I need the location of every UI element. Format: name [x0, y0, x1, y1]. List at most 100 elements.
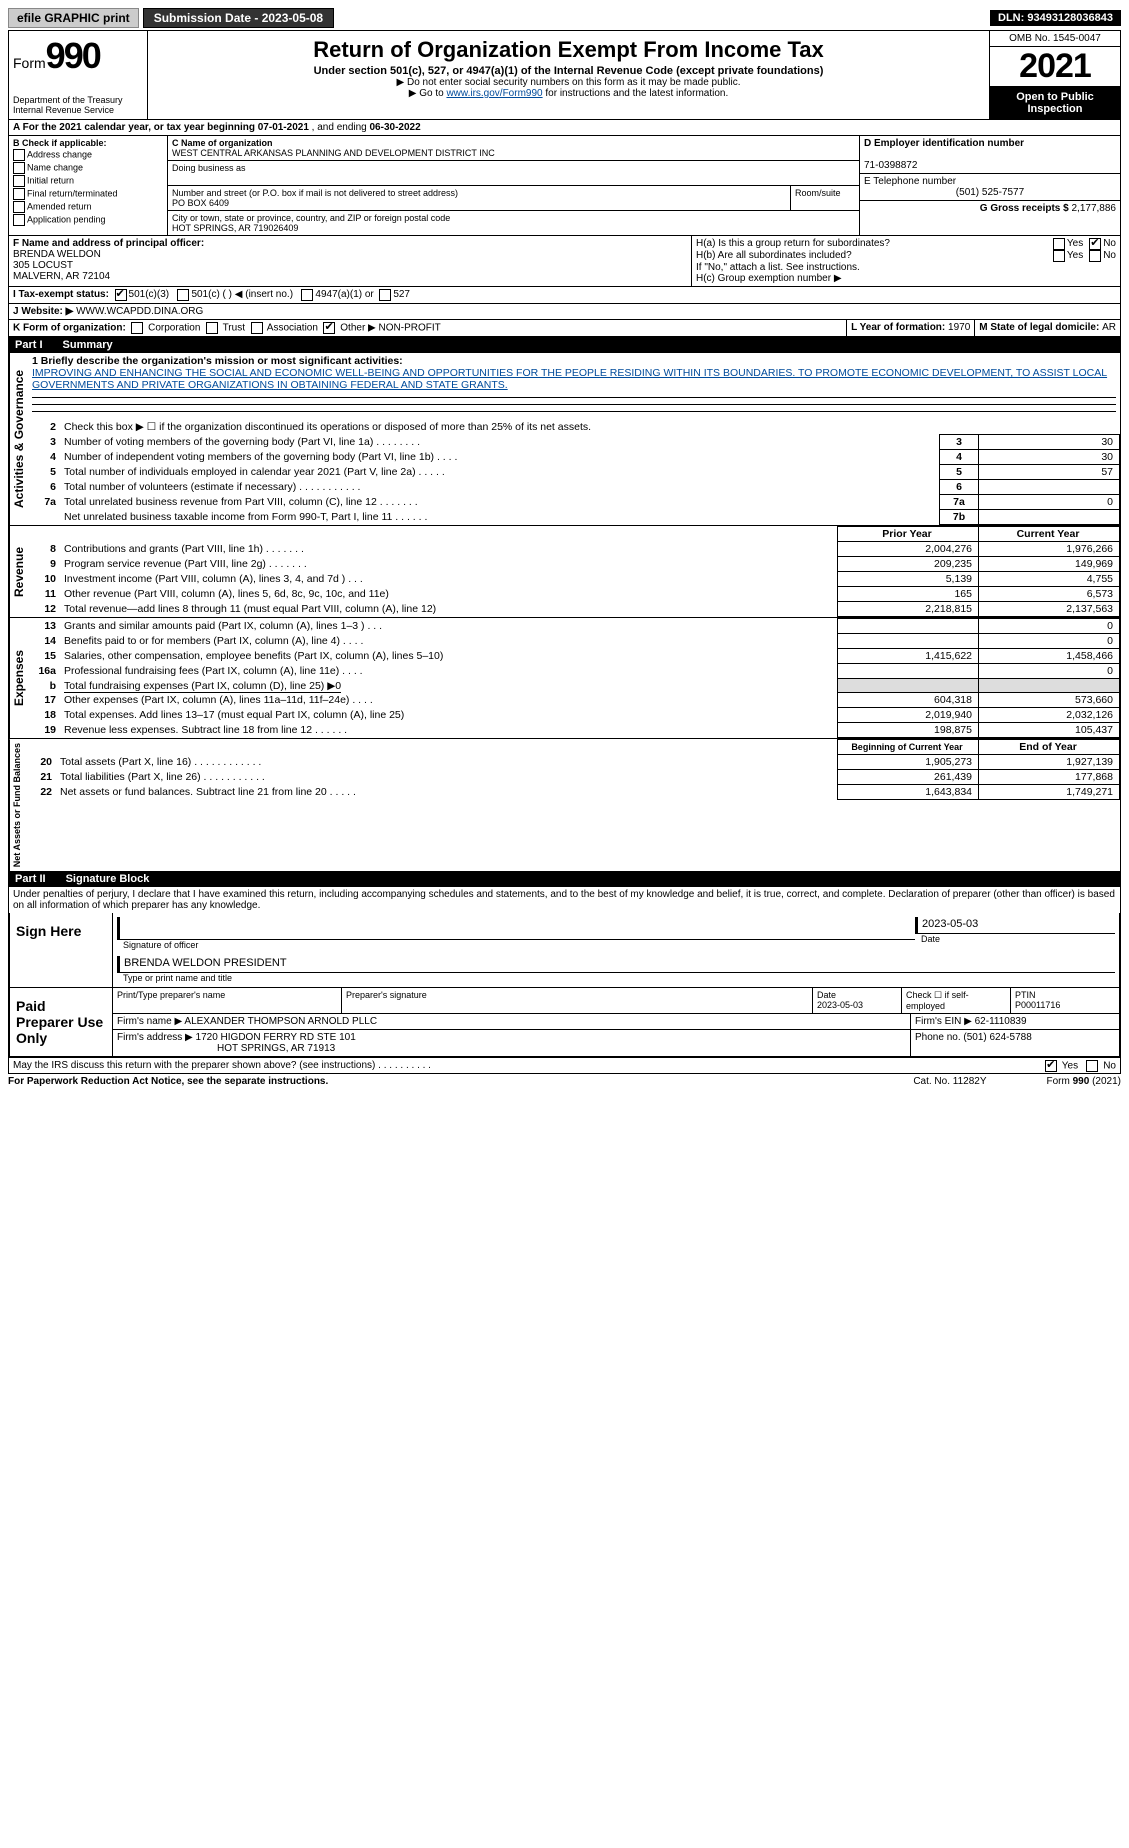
sig-date-label: Date [915, 934, 1115, 944]
period-end: 06-30-2022 [370, 122, 421, 133]
b5: 5 [940, 465, 979, 480]
state-domicile: AR [1102, 322, 1116, 333]
top-bar: efile GRAPHIC print Submission Date - 20… [8, 8, 1121, 28]
checkbox-final[interactable] [13, 188, 25, 200]
year-formation: 1970 [948, 322, 970, 333]
np21: 261,439 [838, 770, 979, 785]
k-trust-checkbox[interactable] [206, 322, 218, 334]
part2-header: Part II Signature Block [9, 871, 1120, 887]
checkbox-pending[interactable] [13, 214, 25, 226]
ep14 [838, 634, 979, 649]
k-other: Other ▶ [340, 323, 375, 334]
rc11: 6,573 [979, 587, 1120, 602]
en18: 18 [28, 708, 60, 723]
en13: 13 [28, 619, 60, 634]
ec16b [979, 679, 1120, 693]
checkbox-initial[interactable] [13, 175, 25, 187]
np22: 1,643,834 [838, 785, 979, 800]
sig-officer-field[interactable] [117, 917, 915, 940]
officer-addr2: MALVERN, AR 72104 [13, 271, 110, 282]
en15: 15 [28, 649, 60, 664]
i-527-checkbox[interactable] [379, 289, 391, 301]
rt9: Program service revenue (Part VIII, line… [60, 557, 838, 572]
ha-no-checkbox[interactable] [1089, 238, 1101, 250]
i-4947-checkbox[interactable] [301, 289, 313, 301]
section-b: B Check if applicable: Address change Na… [9, 136, 168, 235]
k-assoc-checkbox[interactable] [251, 322, 263, 334]
rp10: 5,139 [838, 572, 979, 587]
n3: 3 [28, 435, 60, 450]
rn8: 8 [28, 542, 60, 557]
en16a: 16a [28, 664, 60, 679]
i-501c3-checkbox[interactable] [115, 289, 127, 301]
nt21: Total liabilities (Part X, line 26) . . … [56, 770, 838, 785]
irs-link[interactable]: www.irs.gov/Form990 [446, 88, 542, 99]
governance-tab: Activities & Governance [9, 353, 28, 525]
ep19: 198,875 [838, 723, 979, 738]
org-name: WEST CENTRAL ARKANSAS PLANNING AND DEVEL… [172, 148, 495, 158]
rc8: 1,976,266 [979, 542, 1120, 557]
i-501c3: 501(c)(3) [129, 289, 170, 301]
i-501c-checkbox[interactable] [177, 289, 189, 301]
footer-left: For Paperwork Reduction Act Notice, see … [8, 1076, 913, 1087]
header-right: OMB No. 1545-0047 2021 Open to Public In… [989, 31, 1120, 119]
header-left: Form990 Department of the Treasury Inter… [9, 31, 148, 119]
sig-officer-label: Signature of officer [117, 940, 915, 950]
checkbox-address[interactable] [13, 149, 25, 161]
may-irs-yes-checkbox[interactable] [1045, 1060, 1057, 1072]
officer-addr1: 305 LOCUST [13, 260, 73, 271]
b-pending: Application pending [27, 214, 106, 224]
c-name-label: C Name of organization [172, 138, 273, 148]
k-corp-checkbox[interactable] [131, 322, 143, 334]
part2-num: Part II [15, 873, 46, 885]
form-number: 990 [46, 35, 100, 76]
gross-receipts: 2,177,886 [1072, 203, 1117, 214]
ep18: 2,019,940 [838, 708, 979, 723]
paid-preparer-label: Paid Preparer Use Only [10, 988, 113, 1056]
note2-post: for instructions and the latest informat… [543, 88, 729, 99]
part1-expenses: Expenses 13Grants and similar amounts pa… [9, 618, 1120, 739]
l-label: L Year of formation: [851, 322, 948, 333]
dba-label: Doing business as [172, 163, 246, 173]
expenses-table: 13Grants and similar amounts paid (Part … [28, 618, 1120, 738]
part2-title: Signature Block [66, 873, 150, 885]
may-irs-no-checkbox[interactable] [1086, 1060, 1098, 1072]
dln: DLN: 93493128036843 [990, 10, 1121, 26]
et15: Salaries, other compensation, employee b… [60, 649, 838, 664]
rt11: Other revenue (Part VIII, column (A), li… [60, 587, 838, 602]
sign-here-block: Sign Here Signature of officer 2023-05-0… [9, 913, 1120, 988]
ec14: 0 [979, 634, 1120, 649]
hb-no-checkbox[interactable] [1089, 250, 1101, 262]
prep-sig-label: Preparer's signature [342, 988, 813, 1013]
t4: Number of independent voting members of … [60, 450, 940, 465]
section-h: H(a) Is this a group return for subordin… [691, 236, 1120, 286]
period-label: A For the 2021 calendar year, or tax yea… [13, 122, 258, 133]
org-address: PO BOX 6409 [172, 198, 229, 208]
checkbox-amended[interactable] [13, 201, 25, 213]
header-center: Return of Organization Exempt From Incom… [148, 31, 989, 119]
city-label: City or town, state or province, country… [172, 213, 450, 223]
hb-label: H(b) Are all subordinates included? [696, 250, 1053, 262]
k-corp: Corporation [148, 323, 200, 334]
b7a: 7a [940, 495, 979, 510]
rt8: Contributions and grants (Part VIII, lin… [60, 542, 838, 557]
ha-yes-checkbox[interactable] [1053, 238, 1065, 250]
hb-yes-checkbox[interactable] [1053, 250, 1065, 262]
prior-year-hdr: Prior Year [838, 527, 979, 542]
end-year-hdr: End of Year [979, 740, 1120, 755]
t7a: Total unrelated business revenue from Pa… [60, 495, 940, 510]
mission-text[interactable]: IMPROVING AND ENHANCING THE SOCIAL AND E… [32, 367, 1107, 391]
expenses-tab: Expenses [9, 618, 28, 738]
firm-ein-label: Firm's EIN ▶ [915, 1016, 972, 1027]
rp11: 165 [838, 587, 979, 602]
t3: Number of voting members of the governin… [60, 435, 940, 450]
section-f: F Name and address of principal officer:… [9, 236, 691, 286]
ec13: 0 [979, 619, 1120, 634]
k-label: K Form of organization: [13, 323, 126, 334]
checkbox-name[interactable] [13, 162, 25, 174]
form-title: Return of Organization Exempt From Incom… [152, 37, 985, 63]
e-label: E Telephone number [864, 176, 956, 187]
k-other-checkbox[interactable] [323, 322, 335, 334]
dept-label: Department of the Treasury [13, 95, 123, 105]
section-j: J Website: ▶ WWW.WCAPDD.DINA.ORG [9, 304, 1120, 320]
